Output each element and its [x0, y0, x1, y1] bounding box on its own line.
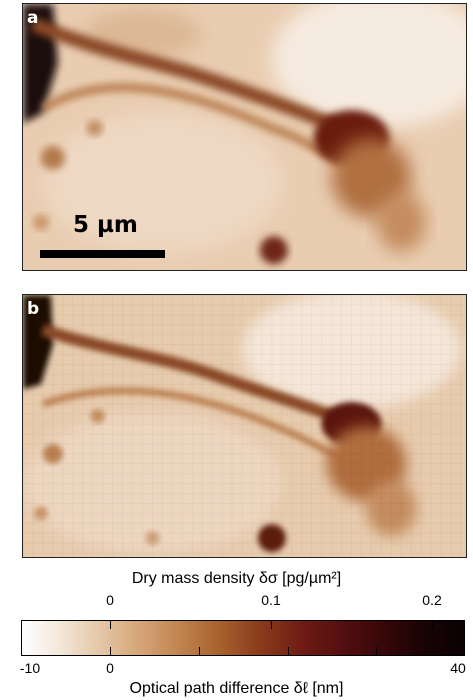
colorbar-bottom-tick: [288, 647, 289, 655]
micrograph-panel-b: b: [22, 294, 467, 558]
colorbar-top-tick: [110, 621, 111, 629]
colorbar-top-tick: [271, 621, 272, 629]
colorbar-top-tick-label: 0.2: [422, 592, 442, 608]
colorbar-bottom-tick: [376, 647, 377, 655]
micrograph-panel-a: a 5 µm: [22, 3, 467, 271]
scale-bar-label: 5 µm: [73, 212, 138, 238]
colorbar-bottom-tick-label: -10: [19, 660, 41, 676]
colorbar-bottom-tick-label: 40: [450, 660, 466, 676]
panel-label-a: a: [27, 8, 39, 28]
micrograph-image-b: [23, 295, 466, 557]
colorbar-top-axis-title: Dry mass density δσ [pg/µm²]: [131, 570, 342, 587]
colorbar-bottom-tick-label: 0: [106, 660, 114, 676]
micrograph-image-a: [23, 4, 466, 270]
colorbar-top-tick: [432, 621, 433, 629]
colorbar-bottom-tick: [199, 647, 200, 655]
colorbar-bottom-tick: [110, 647, 111, 655]
scale-bar: [40, 250, 165, 258]
panel-label-b: b: [27, 299, 40, 319]
colorbar-top-tick-label: 0: [106, 592, 114, 608]
colorbar-top-tick-label: 0.1: [261, 592, 281, 608]
colorbar-bottom-axis-title: Optical path difference δℓ [nm]: [129, 680, 344, 697]
colorbar: [21, 620, 465, 656]
